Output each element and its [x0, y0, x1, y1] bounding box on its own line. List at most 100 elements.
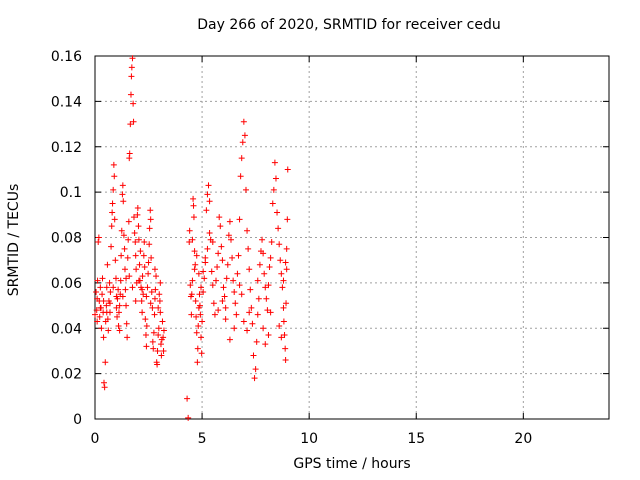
data-point: [229, 254, 236, 261]
data-point: [129, 55, 136, 62]
data-point: [231, 288, 238, 295]
data-point: [135, 277, 142, 284]
data-point: [188, 311, 195, 318]
data-point: [191, 266, 198, 273]
data-point: [110, 161, 117, 168]
data-point: [115, 322, 122, 329]
data-point: [123, 275, 130, 282]
data-point: [132, 239, 139, 246]
data-point: [102, 359, 109, 366]
data-point: [112, 257, 119, 264]
data-point: [213, 277, 220, 284]
data-point: [95, 234, 102, 241]
data-point: [139, 309, 146, 316]
data-point: [284, 216, 291, 223]
data-point: [124, 254, 131, 261]
data-point: [254, 311, 261, 318]
y-tick-label: 0.08: [51, 231, 82, 247]
data-point: [110, 186, 117, 193]
data-point: [262, 341, 269, 348]
data-point: [224, 261, 231, 268]
data-point: [132, 298, 139, 305]
data-point: [92, 311, 98, 318]
data-point: [234, 270, 241, 277]
data-point: [190, 202, 197, 209]
data-point: [198, 350, 205, 357]
data-point: [279, 284, 286, 291]
data-series: [92, 55, 291, 421]
data-point: [142, 332, 149, 339]
y-tick-label: 0.14: [51, 94, 82, 110]
data-point: [135, 223, 142, 230]
data-point: [260, 325, 267, 332]
chart-title: Day 266 of 2020, SRMTID for receiver ced…: [197, 17, 501, 33]
data-point: [159, 318, 166, 325]
data-point: [119, 191, 126, 198]
data-point: [225, 232, 232, 239]
data-point: [154, 347, 161, 354]
data-point: [194, 359, 201, 366]
data-point: [155, 325, 162, 332]
data-point: [269, 200, 276, 207]
data-point: [93, 288, 100, 295]
data-point: [265, 332, 272, 339]
data-point: [128, 64, 135, 71]
data-point: [157, 279, 164, 286]
data-point: [200, 288, 207, 295]
data-point: [236, 216, 243, 223]
data-point: [247, 286, 254, 293]
data-point: [189, 277, 196, 284]
data-point: [150, 345, 157, 352]
data-point: [222, 316, 229, 323]
data-point: [221, 293, 228, 300]
data-point: [249, 320, 256, 327]
data-point: [283, 300, 290, 307]
data-point: [149, 304, 156, 311]
data-point: [195, 322, 202, 329]
data-point: [141, 239, 148, 246]
data-point: [126, 150, 133, 157]
data-point: [209, 282, 216, 289]
data-point: [126, 273, 133, 280]
data-point: [158, 352, 165, 359]
data-point: [248, 304, 255, 311]
data-point: [226, 218, 233, 225]
data-point: [147, 216, 154, 223]
data-point: [132, 252, 139, 259]
x-tick-label: 10: [300, 431, 318, 447]
data-point: [259, 236, 266, 243]
data-point: [278, 270, 285, 277]
data-point: [125, 218, 132, 225]
data-point: [115, 309, 122, 316]
data-point: [210, 300, 217, 307]
data-point: [193, 313, 200, 320]
data-point: [276, 241, 283, 248]
data-point: [100, 298, 107, 305]
data-point: [193, 329, 200, 336]
data-point: [264, 307, 271, 314]
data-point: [284, 166, 291, 173]
data-point: [139, 286, 146, 293]
data-point: [93, 307, 100, 314]
y-axis: 0 0.02 0.04 0.06 0.08 0.1 0.12 0.14 0.16: [51, 49, 609, 428]
data-point: [198, 284, 205, 291]
data-point: [272, 175, 279, 182]
data-point: [251, 375, 258, 382]
data-point: [114, 313, 121, 320]
data-point: [140, 252, 147, 259]
data-point: [145, 270, 152, 277]
data-point: [214, 263, 221, 270]
data-point: [103, 284, 110, 291]
x-tick-label: 15: [407, 431, 425, 447]
x-axis-label: GPS time / hours: [293, 456, 411, 472]
x-axis: 0 5 10 15 20: [91, 56, 532, 447]
data-point: [192, 298, 199, 305]
data-point: [112, 275, 119, 282]
data-point: [101, 384, 108, 391]
data-point: [118, 252, 125, 259]
data-point: [156, 291, 163, 298]
data-point: [127, 91, 134, 98]
data-point: [266, 263, 273, 270]
data-point: [277, 257, 284, 264]
